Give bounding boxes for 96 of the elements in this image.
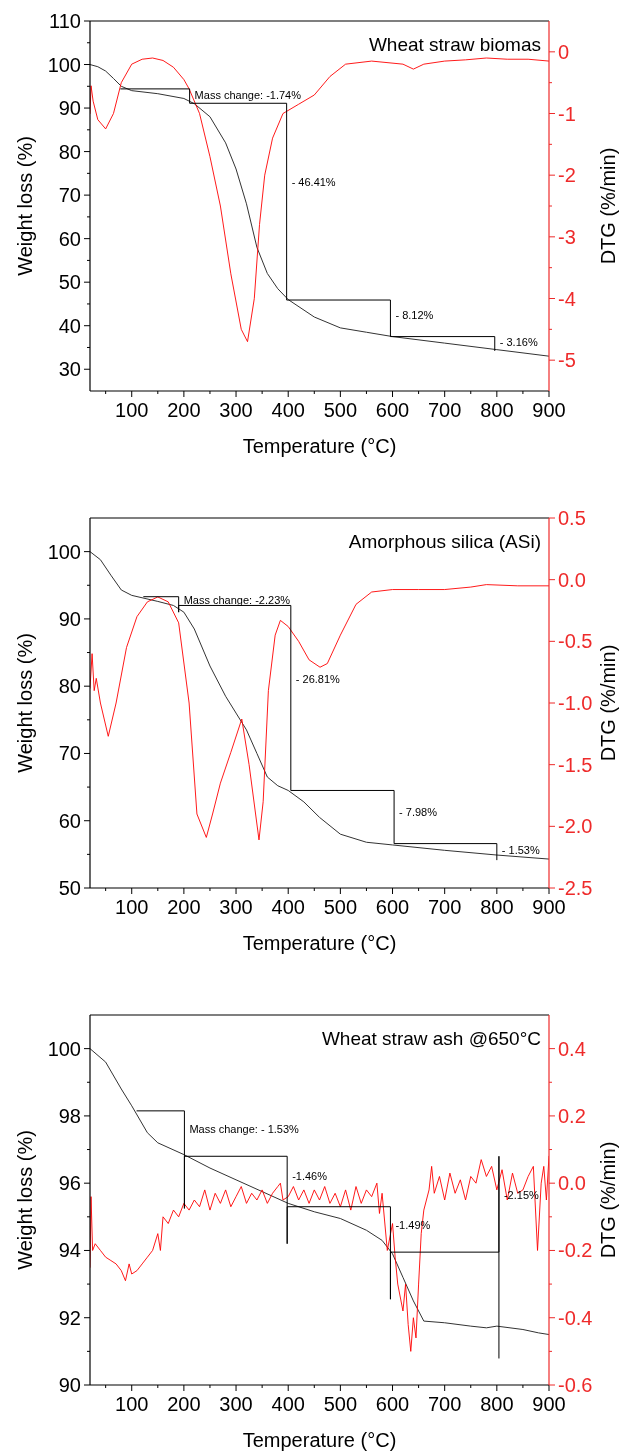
x-tick-label: 700	[427, 896, 462, 918]
x-tick-label: 900	[532, 1393, 566, 1415]
x-tick-label: 400	[271, 896, 305, 918]
x-tick-label: 800	[480, 896, 514, 918]
x-tick-label: 900	[532, 896, 566, 918]
x-tick-label: 800	[480, 399, 514, 421]
y-tick-label: 96	[58, 1172, 81, 1195]
x-tick-label: 200	[167, 896, 201, 918]
y2-tick-label: -2.0	[558, 815, 593, 838]
x-tick-label: 400	[271, 399, 305, 421]
y2-tick-label: -4	[558, 287, 576, 310]
line-series	[90, 584, 549, 841]
y-tick-label: 100	[47, 53, 81, 76]
y-tick-label: 50	[58, 877, 81, 899]
y2-axis-title: DTG (%/min)	[597, 147, 619, 265]
x-tick-label: 300	[219, 1393, 253, 1415]
y2-tick-label: -0.6	[558, 1374, 593, 1396]
annotation: -1.46%	[292, 1170, 328, 1183]
y-tick-label: 90	[58, 1374, 81, 1396]
x-tick-label: 500	[323, 1393, 358, 1415]
y2-tick-label: 0.0	[558, 568, 586, 591]
y-axis-title: Weight loss (%)	[14, 1130, 36, 1270]
y2-tick-label: -2	[558, 164, 576, 187]
x-tick-label: 400	[271, 1393, 305, 1415]
y-tick-label: 90	[58, 97, 81, 120]
annotation: Mass change: -2.23%	[183, 594, 291, 607]
y-tick-label: 90	[58, 607, 81, 630]
line-series	[120, 88, 496, 352]
x-tick-label: 100	[115, 896, 149, 918]
x-tick-label: 600	[375, 1393, 410, 1415]
annotation: - 3.16%	[499, 336, 538, 349]
annotation: - 8.12%	[395, 308, 434, 321]
y-tick-label: 50	[58, 271, 81, 294]
y-tick-label: 100	[47, 1037, 81, 1060]
x-axis-title: Temperature (°C)	[242, 1429, 397, 1451]
y-tick-label: 92	[58, 1306, 81, 1329]
x-tick-label: 500	[323, 399, 358, 421]
line-series	[143, 596, 498, 861]
x-tick-label: 200	[167, 399, 201, 421]
y2-axis-title: DTG (%/min)	[597, 1141, 619, 1259]
x-tick-label: 500	[323, 896, 358, 918]
x-tick-label: 800	[480, 1393, 514, 1415]
x-tick-label: 900	[532, 399, 566, 421]
annotation: -1.49%	[395, 1218, 431, 1231]
y2-tick-label: -1.0	[558, 692, 593, 714]
y2-tick-label: -0.5	[558, 630, 593, 653]
x-tick-label: 600	[375, 399, 410, 421]
y-tick-label: 40	[58, 314, 81, 337]
text: Wheat straw biomas	[368, 34, 541, 55]
annotation: - 7.98%	[399, 805, 438, 818]
y2-tick-label: -0.2	[558, 1239, 593, 1262]
annotation: - 26.81%	[295, 673, 341, 686]
y2-tick-label: 0.4	[558, 1037, 586, 1060]
y2-tick-label: 0	[558, 40, 570, 63]
y-tick-label: 70	[58, 742, 81, 765]
y-tick-label: 80	[58, 140, 81, 163]
y-axis-title: Weight loss (%)	[14, 633, 36, 773]
x-tick-label: 200	[167, 1393, 201, 1415]
y2-tick-label: 0.5	[558, 507, 586, 529]
y2-axis-title: DTG (%/min)	[597, 644, 619, 762]
line-series	[136, 1110, 500, 1359]
text: Wheat straw ash @650°C	[321, 1028, 541, 1049]
y-tick-label: 30	[58, 358, 81, 381]
y-tick-label: 94	[58, 1239, 81, 1262]
line-series	[90, 1048, 549, 1336]
line-series	[90, 551, 549, 860]
y2-tick-label: 0.0	[558, 1172, 586, 1195]
x-tick-label: 300	[219, 399, 253, 421]
y-tick-label: 98	[58, 1104, 81, 1127]
x-tick-label: 100	[115, 399, 149, 421]
x-tick-label: 700	[427, 399, 462, 421]
y2-tick-label: 0.2	[558, 1104, 586, 1127]
y-tick-label: 100	[47, 540, 81, 563]
y-tick-label: 70	[58, 184, 81, 207]
x-tick-label: 100	[115, 1393, 149, 1415]
y-tick-label: 110	[49, 10, 81, 32]
x-tick-label: 600	[375, 896, 410, 918]
y2-tick-label: -5	[558, 349, 576, 372]
y-tick-label: 60	[58, 227, 81, 250]
x-axis-title: Temperature (°C)	[242, 435, 397, 457]
y-tick-label: 80	[58, 675, 81, 698]
y2-tick-label: -2.5	[558, 877, 593, 899]
y2-tick-label: -1.5	[558, 753, 593, 776]
annotation: Mass change: -1.74%	[194, 88, 302, 101]
text: Amorphous silica (ASi)	[348, 531, 541, 552]
y-tick-label: 60	[58, 809, 81, 832]
x-axis-title: Temperature (°C)	[242, 932, 397, 954]
y2-tick-label: -1	[558, 102, 576, 125]
y-axis-title: Weight loss (%)	[14, 136, 36, 276]
y2-tick-label: -0.4	[558, 1306, 593, 1329]
annotation: - 46.41%	[291, 175, 336, 188]
x-tick-label: 300	[219, 896, 253, 918]
annotation: - 1.53%	[501, 844, 540, 857]
y2-tick-label: -3	[558, 225, 576, 248]
x-tick-label: 700	[427, 1393, 462, 1415]
annotation: Mass change: - 1.53%	[189, 1123, 300, 1136]
